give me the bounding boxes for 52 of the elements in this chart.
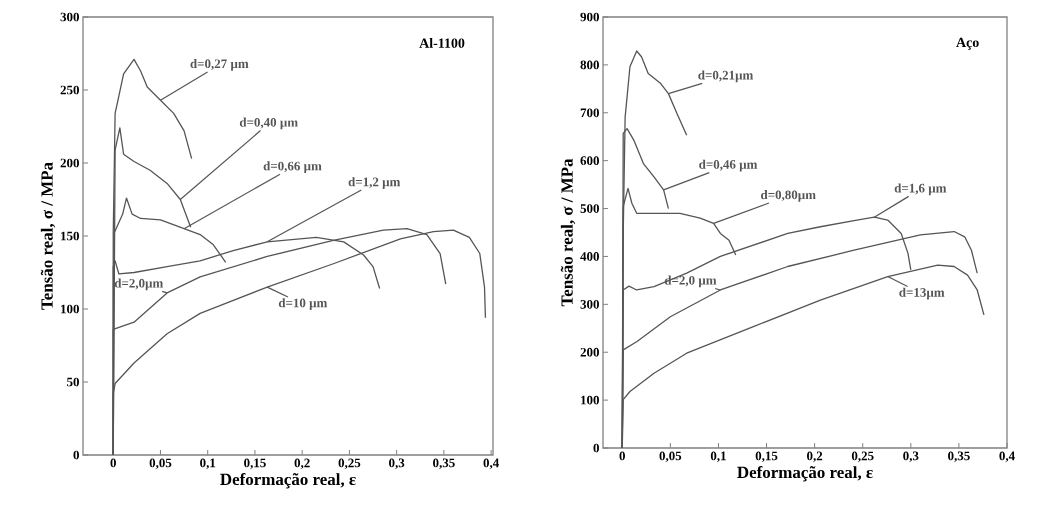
y-tick-label: 100: [61, 304, 79, 314]
x-tick-label: 0,35: [433, 458, 455, 470]
x-tick-label: 0,05: [149, 458, 172, 470]
x-tick-label: 0,3: [389, 458, 405, 470]
y-axis-title: Tensão real, σ / MPa: [560, 158, 576, 307]
y-tick-label: 0: [593, 443, 599, 453]
series-label: d=10 µm: [278, 298, 328, 310]
legend-label: d=2,0 µm: [664, 275, 717, 288]
text: d=0,66 µm: [263, 161, 322, 173]
text: d=0,40 µm: [239, 117, 298, 130]
y-tick-label: 500: [580, 204, 599, 213]
x-tick-label: 0,25: [851, 451, 874, 463]
x-tick-label: 0,2: [294, 458, 310, 470]
y-tick-label: 150: [61, 231, 79, 241]
y-tick-label: 900: [580, 12, 599, 22]
x-tick-label: 0,05: [659, 451, 682, 463]
series-label: d=1,6 µm: [894, 183, 947, 196]
y-tick-label: 250: [60, 85, 79, 95]
text: Al-1100: [419, 38, 465, 48]
text: d=1,2 µm: [348, 177, 401, 189]
y-tick-label: 200: [580, 347, 599, 357]
x-tick-label: 0,15: [755, 451, 778, 463]
text: d=0,21µm: [698, 70, 754, 83]
text: Aço: [956, 37, 979, 50]
y-tick-label: 600: [580, 156, 599, 166]
y-tick-label: 300: [60, 12, 79, 22]
x-tick-label: 0,4: [483, 458, 499, 470]
legend-label: d=2,0µm: [114, 278, 164, 291]
x-tick-label: 0,1: [710, 451, 726, 463]
text: d=0,46 µm: [699, 159, 758, 172]
x-tick-label: 0,35: [948, 451, 970, 463]
x-tick-label: 0,3: [903, 451, 919, 463]
x-tick-label: 0,1: [200, 458, 216, 470]
y-axis-title: Tensão real, σ / MPa: [40, 162, 56, 310]
x-tick-label: 0,2: [807, 451, 823, 463]
x-tick-label: 0: [110, 458, 116, 468]
x-axis-title: Deformação real, ε: [220, 472, 356, 489]
y-tick-label: 800: [580, 60, 599, 70]
y-tick-label: 200: [60, 158, 79, 168]
y-tick-label: 400: [580, 252, 599, 261]
x-axis-title: Deformação real, ε: [737, 465, 873, 482]
y-tick-label: 700: [580, 108, 599, 118]
x-tick-label: 0,15: [244, 458, 266, 470]
text: d=0,27 µm: [190, 58, 249, 71]
x-tick-label: 0,4: [999, 451, 1015, 463]
text: d=0,80µm: [761, 190, 816, 202]
y-tick-label: 50: [67, 377, 79, 387]
y-tick-label: 300: [580, 299, 599, 309]
x-tick-label: 0: [619, 451, 625, 461]
y-tick-label: 100: [581, 395, 599, 405]
series-label: d=13µm: [899, 287, 945, 300]
x-tick-label: 0,25: [338, 458, 361, 470]
